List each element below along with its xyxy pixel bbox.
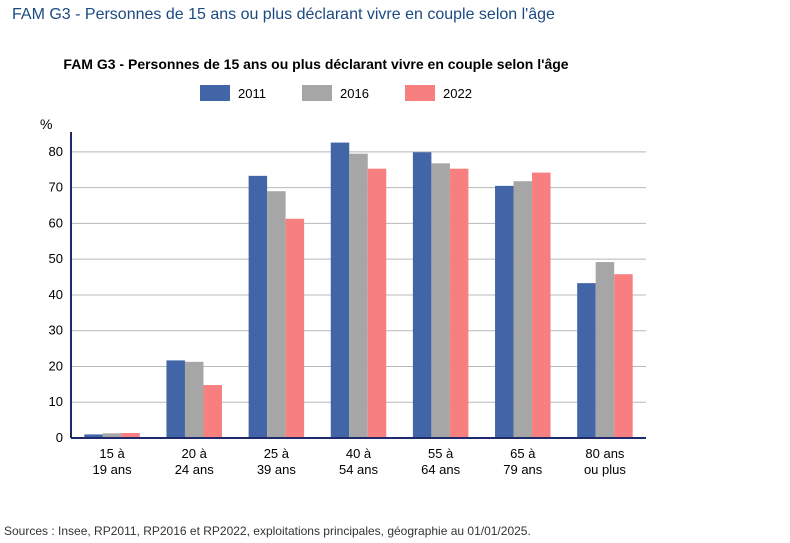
legend-swatch-2022	[405, 85, 435, 101]
bar-2022-0	[121, 432, 140, 438]
bar-2022-1	[203, 385, 222, 438]
bar-2011-5	[495, 185, 514, 438]
bar-2016-2	[267, 191, 286, 438]
bar-2022-2	[285, 218, 305, 438]
axes	[70, 132, 646, 439]
page-title: FAM G3 - Personnes de 15 ans ou plus déc…	[12, 6, 555, 23]
y-tick-label-0: 0	[56, 430, 63, 445]
legend-label-2022: 2022	[443, 86, 472, 101]
legend-item-2011: 2011	[200, 85, 266, 101]
bar-2011-2	[248, 175, 268, 438]
x-tick-label-2: 25 à 39 ans	[257, 446, 297, 477]
bar-2022-6	[614, 274, 633, 438]
bar-2011-3	[330, 142, 350, 438]
bar-2011-6	[577, 283, 596, 438]
y-axis-label: %	[40, 116, 52, 132]
y-axis-ticks: 0 10 20 30 40 50 60 70 80	[49, 144, 63, 445]
legend-swatch-2016	[302, 85, 332, 101]
y-tick-label-70: 70	[49, 180, 63, 195]
bar-2016-5	[513, 181, 533, 438]
chart-container: FAM G3 - Personnes de 15 ans ou plus déc…	[0, 32, 790, 502]
legend-label-2016: 2016	[340, 86, 369, 101]
source-note: Sources : Insee, RP2011, RP2016 et RP202…	[4, 524, 531, 538]
bar-2016-3	[349, 153, 368, 438]
legend-item-2022: 2022	[405, 85, 472, 101]
chart-title: FAM G3 - Personnes de 15 ans ou plus déc…	[63, 56, 568, 72]
bar-2022-5	[532, 172, 551, 438]
bar-2016-4	[431, 163, 450, 438]
y-tick-label-40: 40	[49, 287, 63, 302]
legend: 2011 2016 2022	[200, 85, 472, 101]
x-tick-label-0: 15 à 19 ans	[93, 446, 133, 477]
bar-2022-4	[449, 168, 469, 438]
x-axis-ticks: 15 à 19 ans 20 à 24 ans 25 à 39 ans 40 à 54 ans…	[93, 446, 627, 477]
y-tick-label-10: 10	[49, 394, 63, 409]
legend-item-2016: 2016	[302, 85, 369, 101]
bars	[84, 142, 633, 438]
x-tick-label-4: 55 à 64 ans	[421, 446, 461, 477]
legend-swatch-2011	[200, 85, 230, 101]
y-tick-label-50: 50	[49, 251, 63, 266]
bar-2011-0	[84, 434, 103, 438]
y-tick-label-60: 60	[49, 215, 63, 230]
y-tick-label-30: 30	[49, 323, 63, 338]
y-tick-label-80: 80	[49, 144, 63, 159]
bar-2022-3	[367, 168, 387, 438]
bar-2016-6	[595, 262, 615, 438]
bar-2016-1	[184, 361, 204, 438]
x-tick-label-1: 20 à 24 ans	[175, 446, 215, 477]
bar-chart: FAM G3 - Personnes de 15 ans ou plus déc…	[40, 56, 646, 477]
x-tick-label-6: 80 ans ou plus	[584, 446, 626, 477]
bar-2011-1	[166, 360, 185, 438]
y-tick-label-20: 20	[49, 358, 63, 373]
bar-2016-0	[102, 433, 122, 438]
x-tick-label-3: 40 à 54 ans	[339, 446, 379, 477]
legend-label-2011: 2011	[238, 86, 266, 101]
bar-2011-4	[412, 152, 432, 438]
x-tick-label-5: 65 à 79 ans	[503, 446, 543, 477]
